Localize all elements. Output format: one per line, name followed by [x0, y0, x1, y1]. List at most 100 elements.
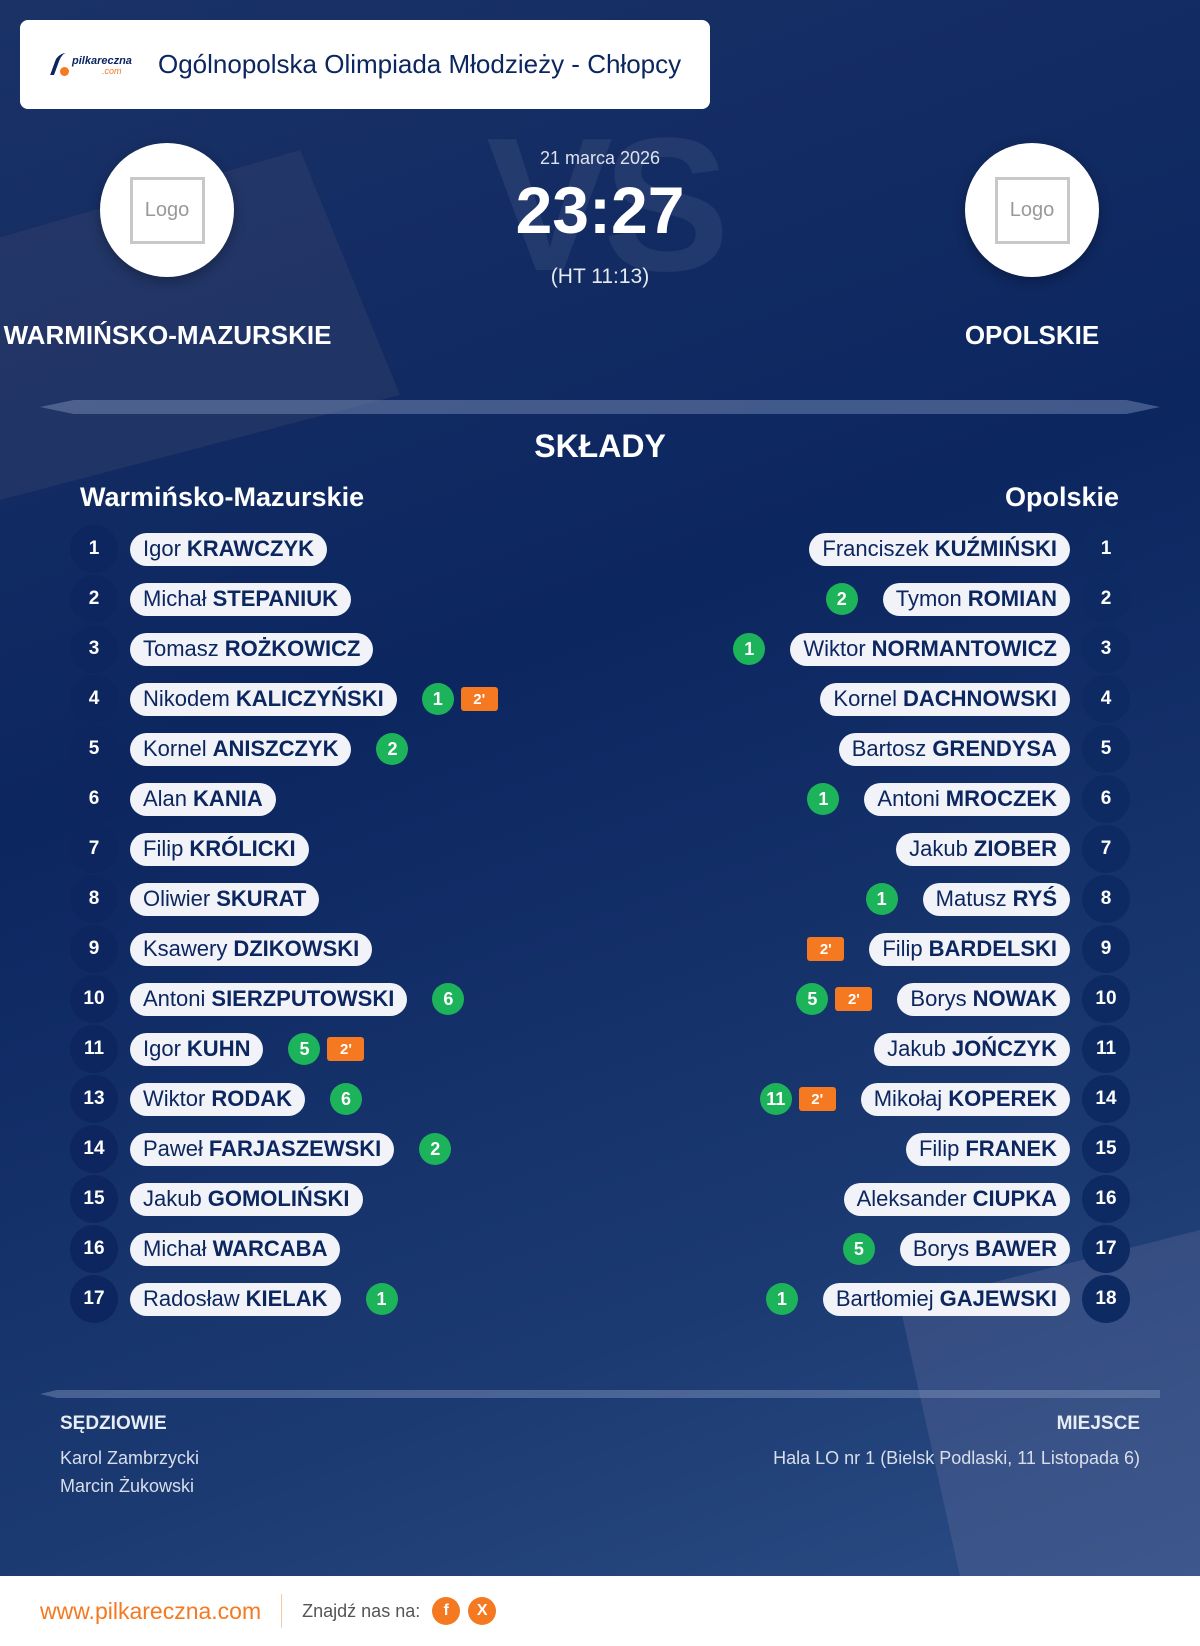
competition-header: pilkareczna .com Ogólnopolska Olimpiada … — [20, 20, 710, 109]
player-last-name: BAWER — [975, 1236, 1057, 1261]
player-name[interactable]: Antoni MROCZEK — [864, 782, 1070, 816]
player-last-name: FARJASZEWSKI — [208, 1136, 382, 1161]
player-row: 1 Wiktor NORMANTOWICZ 3 — [733, 624, 1130, 674]
player-name[interactable]: Tymon ROMIAN — [882, 582, 1070, 616]
player-row: 4 Nikodem KALICZYŃSKI 1 2' — [70, 674, 498, 724]
player-row: 2' Filip BARDELSKI 9 — [733, 924, 1130, 974]
player-first-name: Ksawery — [143, 936, 228, 961]
player-name[interactable]: Filip KRÓLICKI — [130, 832, 309, 866]
player-name[interactable]: Kornel DACHNOWSKI — [820, 682, 1070, 716]
player-name[interactable]: Igor KRAWCZYK — [130, 532, 328, 566]
player-row: Aleksander CIUPKA 16 — [733, 1174, 1130, 1224]
player-first-name: Borys — [910, 986, 967, 1011]
player-row: 16 Michał WARCABA — [70, 1224, 498, 1274]
player-name[interactable]: Jakub GOMOLIŃSKI — [130, 1182, 363, 1216]
player-name[interactable]: Mikołaj KOPEREK — [860, 1082, 1070, 1116]
player-first-name: Jakub — [887, 1036, 946, 1061]
player-last-name: KALICZYŃSKI — [235, 686, 384, 711]
lineups-title: SKŁADY — [534, 428, 666, 464]
logo-placeholder: Logo — [129, 176, 205, 244]
player-name[interactable]: Filip FRANEK — [905, 1132, 1070, 1166]
x-icon[interactable]: X — [468, 1597, 497, 1625]
player-first-name: Jakub — [143, 1186, 202, 1211]
player-row: 11 2' Mikołaj KOPEREK 14 — [733, 1074, 1130, 1124]
player-first-name: Filip — [918, 1136, 960, 1161]
shirt-number: 8 — [70, 875, 118, 923]
player-last-name: MROCZEK — [945, 786, 1057, 811]
player-row: 17 Radosław KIELAK 1 — [70, 1274, 498, 1324]
player-name[interactable]: Paweł FARJASZEWSKI — [130, 1132, 395, 1166]
player-name[interactable]: Oliwier SKURAT — [130, 882, 320, 916]
shirt-number: 16 — [1082, 1175, 1130, 1223]
shirt-number: 7 — [70, 825, 118, 873]
home-lineup-heading: Warmińsko-Mazurskie — [80, 482, 365, 512]
shirt-number: 6 — [70, 775, 118, 823]
home-roster: 1 Igor KRAWCZYK 2 Michał STEPANIUK 3 Tomasz ROŻK… — [70, 524, 498, 1324]
player-name[interactable]: Igor KUHN — [130, 1032, 264, 1066]
player-name[interactable]: Michał WARCABA — [130, 1232, 341, 1266]
player-name[interactable]: Aleksander CIUPKA — [843, 1182, 1070, 1216]
referees-block: SĘDZIOWIE Karol Zambrzycki Marcin Żukows… — [60, 1413, 199, 1500]
player-row: 9 Ksawery DZIKOWSKI — [70, 924, 498, 974]
player-stats: 2 — [825, 583, 858, 615]
player-first-name: Kornel — [143, 736, 207, 761]
player-last-name: FRANEK — [965, 1136, 1057, 1161]
player-row: 1 Bartłomiej GAJEWSKI 18 — [733, 1274, 1130, 1324]
player-name[interactable]: Filip BARDELSKI — [869, 932, 1070, 966]
player-name[interactable]: Matusz RYŚ — [922, 882, 1070, 916]
player-name[interactable]: Wiktor RODAK — [130, 1082, 305, 1116]
player-row: 7 Filip KRÓLICKI — [70, 824, 498, 874]
goals-badge: 1 — [807, 783, 840, 815]
home-team-name: WARMIŃSKO-MAZURSKIE — [3, 320, 332, 350]
player-name[interactable]: Kornel ANISZCZYK — [130, 732, 352, 766]
player-name[interactable]: Borys BAWER — [899, 1232, 1070, 1266]
player-name[interactable]: Franciszek KUŹMIŃSKI — [809, 532, 1070, 566]
player-first-name: Kornel — [833, 686, 897, 711]
player-stats: 5 — [842, 1233, 875, 1265]
player-stats: 6 — [432, 983, 465, 1015]
shirt-number: 3 — [70, 625, 118, 673]
player-row: 1 Antoni MROCZEK 6 — [733, 774, 1130, 824]
player-name[interactable]: Wiktor NORMANTOWICZ — [790, 632, 1070, 666]
player-first-name: Jakub — [909, 836, 968, 861]
brand-logo[interactable]: pilkareczna .com — [49, 49, 140, 81]
goals-badge: 5 — [796, 983, 829, 1015]
player-last-name: SIERZPUTOWSKI — [211, 986, 395, 1011]
match-info: 21 marca 2026 23:27 (HT 11:13) — [450, 148, 750, 289]
shirt-number: 9 — [1082, 925, 1130, 973]
footer: www.pilkareczna.com Znajdź nas na: f X — [0, 1576, 1200, 1646]
player-first-name: Paweł — [143, 1136, 203, 1161]
player-name[interactable]: Nikodem KALICZYŃSKI — [130, 682, 397, 716]
player-name[interactable]: Ksawery DZIKOWSKI — [130, 932, 373, 966]
player-last-name: KRAWCZYK — [186, 536, 315, 561]
player-stats: 2 — [419, 1133, 452, 1165]
player-name[interactable]: Borys NOWAK — [897, 982, 1070, 1016]
shirt-number: 4 — [1082, 675, 1130, 723]
player-name[interactable]: Bartłomiej GAJEWSKI — [822, 1282, 1070, 1316]
website-link[interactable]: www.pilkareczna.com — [40, 1597, 262, 1624]
player-last-name: KUŹMIŃSKI — [934, 536, 1057, 561]
shirt-number: 16 — [70, 1225, 118, 1273]
player-first-name: Igor — [143, 536, 181, 561]
player-last-name: KUHN — [186, 1036, 251, 1061]
player-name[interactable]: Antoni SIERZPUTOWSKI — [130, 982, 408, 1016]
referees-label: SĘDZIOWIE — [60, 1413, 167, 1434]
player-name[interactable]: Radosław KIELAK — [130, 1282, 341, 1316]
player-name[interactable]: Bartosz GRENDYSA — [838, 732, 1070, 766]
player-stats: 11 2' — [759, 1083, 836, 1115]
player-name[interactable]: Tomasz ROŻKOWICZ — [130, 632, 374, 666]
player-name[interactable]: Michał STEPANIUK — [130, 582, 352, 616]
shirt-number: 1 — [70, 525, 118, 573]
away-team-logo: Logo — [965, 143, 1099, 277]
player-name[interactable]: Jakub ZIOBER — [896, 832, 1070, 866]
player-last-name: WARCABA — [212, 1236, 328, 1261]
player-last-name: KOPEREK — [948, 1086, 1057, 1111]
player-row: 5 2' Borys NOWAK 10 — [733, 974, 1130, 1024]
player-name[interactable]: Alan KANIA — [130, 782, 276, 816]
facebook-icon[interactable]: f — [432, 1597, 461, 1625]
player-row: 3 Tomasz ROŻKOWICZ — [70, 624, 498, 674]
player-stats: 1 — [365, 1283, 398, 1315]
player-name[interactable]: Jakub JOŃCZYK — [874, 1032, 1070, 1066]
player-row: 15 Jakub GOMOLIŃSKI — [70, 1174, 498, 1224]
player-row: 5 Borys BAWER 17 — [733, 1224, 1130, 1274]
